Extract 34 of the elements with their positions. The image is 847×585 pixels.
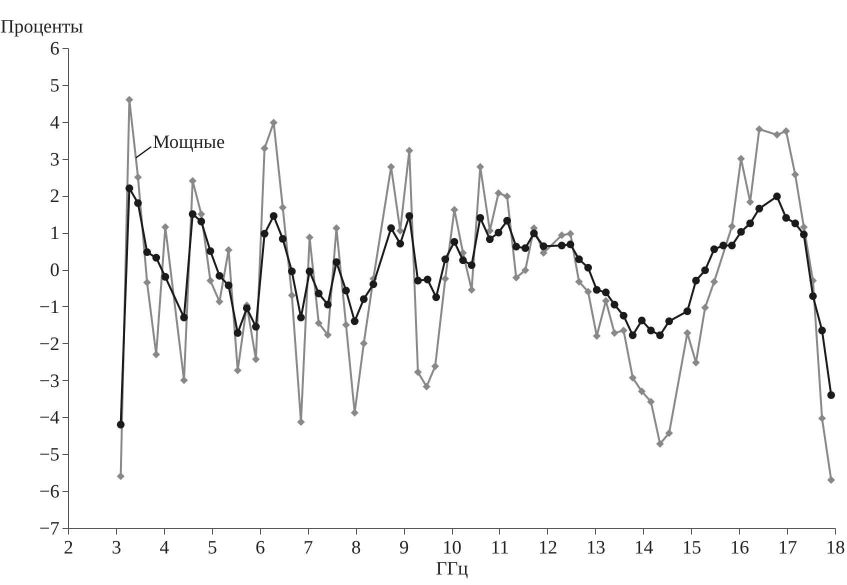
- x-axis-title: ГГц: [436, 558, 468, 580]
- x-tick-label: 10: [442, 538, 462, 558]
- y-tick-label: −3: [39, 370, 60, 392]
- x-tick-label: 7: [303, 538, 313, 558]
- y-tick-label: 0: [50, 260, 60, 282]
- y-tick-label: −4: [39, 408, 60, 429]
- x-tick-label: 12: [538, 538, 558, 558]
- x-tick-label: 13: [586, 538, 606, 558]
- series-label: Мощные: [152, 132, 225, 153]
- x-tick-label: 14: [634, 538, 654, 558]
- x-tick-label: 17: [778, 538, 798, 558]
- y-tick-label: 6: [50, 38, 60, 60]
- x-tick-label: 3: [112, 538, 122, 558]
- x-tick-label: 9: [399, 538, 409, 558]
- x-tick-label: 15: [682, 538, 702, 558]
- y-tick-label: 3: [50, 149, 60, 170]
- x-tick-label: 5: [208, 538, 218, 558]
- y-tick-label: 2: [50, 186, 60, 208]
- x-tick-label: 2: [64, 538, 74, 558]
- x-tick-label: 16: [730, 538, 750, 558]
- y-tick-label: 5: [50, 75, 60, 96]
- x-tick-label: 11: [490, 538, 510, 558]
- y-tick-label: 1: [50, 223, 60, 244]
- y-tick-label: −7: [39, 518, 60, 540]
- y-tick-label: −5: [39, 444, 60, 466]
- y-axis-title: Проценты: [0, 16, 84, 38]
- x-tick-label: 6: [256, 538, 265, 558]
- x-tick-label: 18: [826, 538, 845, 558]
- y-tick-label: −6: [39, 482, 60, 503]
- y-tick-label: 4: [50, 112, 60, 134]
- y-tick-label: −2: [39, 334, 60, 355]
- x-tick-label: 8: [351, 538, 361, 558]
- x-tick-label: 4: [160, 538, 170, 558]
- y-tick-label: −1: [39, 296, 60, 318]
